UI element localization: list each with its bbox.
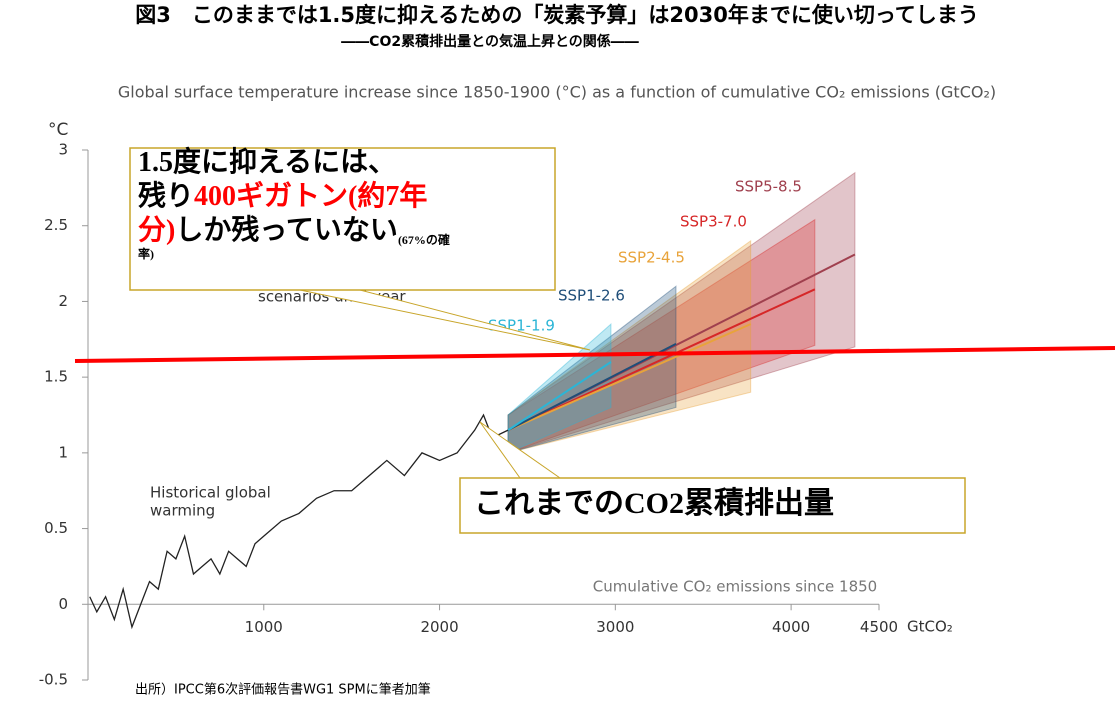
callout-box bbox=[129, 147, 556, 291]
y-tick-label: 1 bbox=[58, 443, 68, 461]
callout-text: 率) bbox=[138, 246, 154, 261]
source-note: 出所）IPCC第6次評価報告書WG1 SPMに筆者加筆 bbox=[135, 682, 431, 698]
callout-segment: (67%の確 bbox=[398, 232, 450, 247]
figure-subtitle: ――CO2累積排出量との気温上昇との関係―― bbox=[341, 33, 639, 50]
callout-text: 分)しか残っていない(67%の確 bbox=[138, 214, 450, 246]
x-unit: GtCO₂ bbox=[907, 618, 953, 636]
callout-segment: これまでのCO2累積排出量 bbox=[474, 487, 834, 520]
y-tick-label: -0.5 bbox=[39, 671, 68, 689]
historical-line bbox=[89, 413, 509, 630]
callout-segment: 1.5度に抑えるには、 bbox=[138, 146, 396, 178]
figure-title: 図3 このままでは1.5度に抑えるための「炭素予算」は2030年までに使い切って… bbox=[135, 3, 979, 27]
x-tick-label: 2000 bbox=[420, 618, 458, 636]
callout-box bbox=[459, 477, 966, 534]
callout-text: 残り400ギガトン(約7年 bbox=[138, 179, 427, 212]
scenario-line bbox=[507, 288, 816, 432]
legend-label: SSP1-2.6 bbox=[558, 287, 625, 305]
scenario-line bbox=[507, 361, 612, 431]
x-axis-label: Cumulative CO₂ emissions since 1850 bbox=[593, 578, 877, 596]
historical-label: warming bbox=[150, 502, 215, 520]
legend-label: SSP3-7.0 bbox=[680, 213, 747, 231]
scenario-line bbox=[507, 342, 677, 432]
y-unit: °C bbox=[48, 120, 68, 140]
chart-title: Global surface temperature increase sinc… bbox=[118, 83, 996, 102]
x-tick-label: 3000 bbox=[596, 618, 634, 636]
plot: -0.5 0 0.5 1 1.5 2 2.5 3 1000 2000 3000 4000 4500 SSP… bbox=[39, 141, 898, 689]
y-tick-label: 1.5 bbox=[44, 368, 68, 386]
x-tick-label: 4000 bbox=[772, 618, 810, 636]
callout-segment: 残り bbox=[138, 180, 194, 212]
historical-label: Historical global bbox=[150, 484, 271, 502]
callout-text: 1.5度に抑えるには、 bbox=[138, 146, 396, 178]
legend-label: SSP2-4.5 bbox=[618, 249, 685, 267]
legend-label: SSP5-8.5 bbox=[735, 178, 802, 196]
y-tick-label: 0 bbox=[58, 595, 68, 613]
callout-segment: しか残っていない bbox=[175, 214, 398, 246]
scenario-line bbox=[507, 323, 752, 432]
y-tick-label: 2 bbox=[58, 292, 68, 310]
annotations: 1.5度に抑えるには、残り400ギガトン(約7年分)しか残っていない(67%の確… bbox=[74, 146, 1115, 534]
scenario-band bbox=[507, 171, 856, 454]
x-tick-label: 4500 bbox=[860, 618, 898, 636]
red-line bbox=[74, 346, 1115, 363]
y-tick-label: 3 bbox=[58, 141, 68, 159]
y-tick-label: 0.5 bbox=[44, 519, 68, 537]
callout-text: これまでのCO2累積排出量 bbox=[474, 487, 834, 520]
callout-segment: 400ギガトン(約7年 bbox=[194, 179, 427, 212]
x-tick-label: 1000 bbox=[245, 618, 283, 636]
callout-segment: 分) bbox=[138, 214, 175, 246]
y-tick-label: 2.5 bbox=[44, 216, 68, 234]
callout-segment: 率) bbox=[138, 246, 154, 261]
